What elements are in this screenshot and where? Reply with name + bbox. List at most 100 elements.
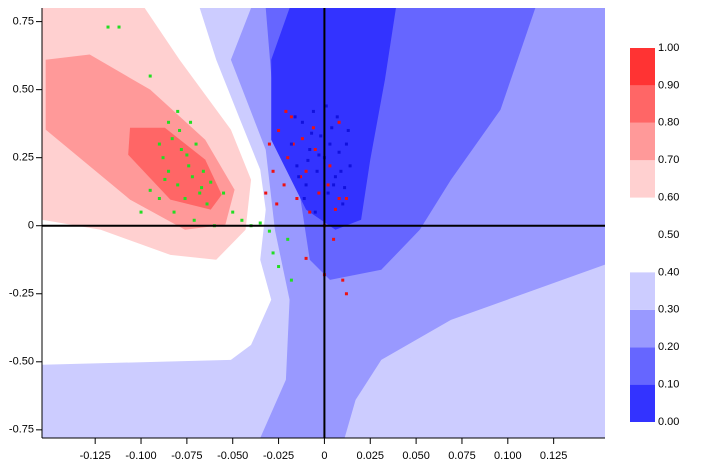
scatter-point [163,177,167,181]
x-tick-label: 0.025 [356,450,384,462]
scatter-point [311,126,315,130]
y-tick-label: -0.25 [9,288,34,300]
scatter-point [330,126,334,130]
colorbar-tick-label: 1.00 [658,42,679,54]
colorbar-tick-label: 0.90 [658,79,679,91]
scatter-point [289,278,293,282]
colorbar-tick-label: 0.20 [658,341,679,353]
scatter-point [167,169,171,173]
scatter-point [348,164,352,168]
scatter-point [333,175,337,179]
x-tick-label: 0 [321,450,327,462]
scatter-point [337,120,341,124]
scatter-point [148,74,152,78]
scatter-point [308,210,312,214]
scatter-point [332,237,336,241]
contour-region [271,8,396,230]
scatter-point [284,109,288,113]
x-tick-label: -0.100 [125,450,156,462]
scatter-point [291,142,295,146]
scatter-point [304,183,308,187]
scatter-point [264,191,268,195]
y-tick-label: 0 [28,220,34,232]
scatter-point [190,175,194,179]
scatter-point [267,229,271,233]
scatter-point [189,120,193,124]
colorbar-band [630,272,655,310]
colorbar-band [630,160,655,198]
scatter-point [295,164,299,168]
scatter-point [344,197,348,201]
scatter-point [194,142,198,146]
colorbar-tick-label: 0.30 [658,304,679,316]
scatter-point [282,183,286,187]
x-tick-label: -0.075 [171,450,202,462]
scatter-point [328,142,332,146]
scatter-point [293,115,297,119]
scatter-point [317,153,321,157]
x-tick-label: -0.050 [217,450,248,462]
x-tick-label: 0.050 [402,450,430,462]
colorbar-tick-label: 0.60 [658,192,679,204]
scatter-point [185,153,189,157]
scatter-point [222,191,226,195]
scatter-point [333,207,337,211]
scatter-point [271,169,275,173]
scatter-point [339,169,343,173]
scatter-point [277,128,281,132]
colorbar-tick-label: 0.40 [658,266,679,278]
scatter-point [289,142,293,146]
scatter-point [337,150,341,154]
scatter-point [271,251,275,255]
scatter-point [172,210,176,214]
scatter-point [176,109,180,113]
colorbar-tick-label: 0.80 [658,117,679,129]
scatter-point [311,109,315,113]
scatter-point [201,169,205,173]
y-tick-label: -0.50 [9,356,34,368]
colorbar-tick-label: 0.50 [658,229,679,241]
scatter-point [346,128,350,132]
colorbar-band [630,85,655,123]
scatter-point [319,134,323,138]
colorbar-band [630,122,655,161]
scatter-point [258,221,262,225]
colorbar-band [630,347,655,385]
colorbar-tick-label: 0.70 [658,154,679,166]
colorbar-tick-label: 0.00 [658,416,679,428]
colorbar-band [630,48,655,86]
scatter-point [106,25,110,29]
scatter-point [170,137,174,141]
y-tick-label: -0.75 [9,424,34,436]
scatter-point [317,191,321,195]
scatter-point [304,169,308,173]
scatter-point [306,158,310,162]
scatter-point [198,191,202,195]
scatter-point [310,131,314,135]
scatter-point [267,142,271,146]
x-tick-label: -0.125 [80,450,111,462]
scatter-point [302,197,306,201]
scatter-point [300,120,304,124]
x-tick-label: 0.125 [540,450,568,462]
scatter-point [275,202,279,206]
scatter-point [157,142,161,146]
scatter-point [341,202,345,206]
scatter-point [344,142,348,146]
scatter-point [343,186,347,190]
scatter-point [315,169,319,173]
scatter-point [192,218,196,222]
scatter-point [341,278,345,282]
scatter-point [324,104,328,108]
scatter-point [337,197,341,201]
x-tick-label: 0.100 [494,450,522,462]
scatter-point [117,25,121,29]
scatter-point [295,197,299,201]
colorbar-band [630,384,655,422]
scatter-point [277,265,281,269]
scatter-point [209,180,213,184]
scatter-point [157,197,161,201]
scatter-point [300,137,304,141]
scatter-point [231,210,235,214]
